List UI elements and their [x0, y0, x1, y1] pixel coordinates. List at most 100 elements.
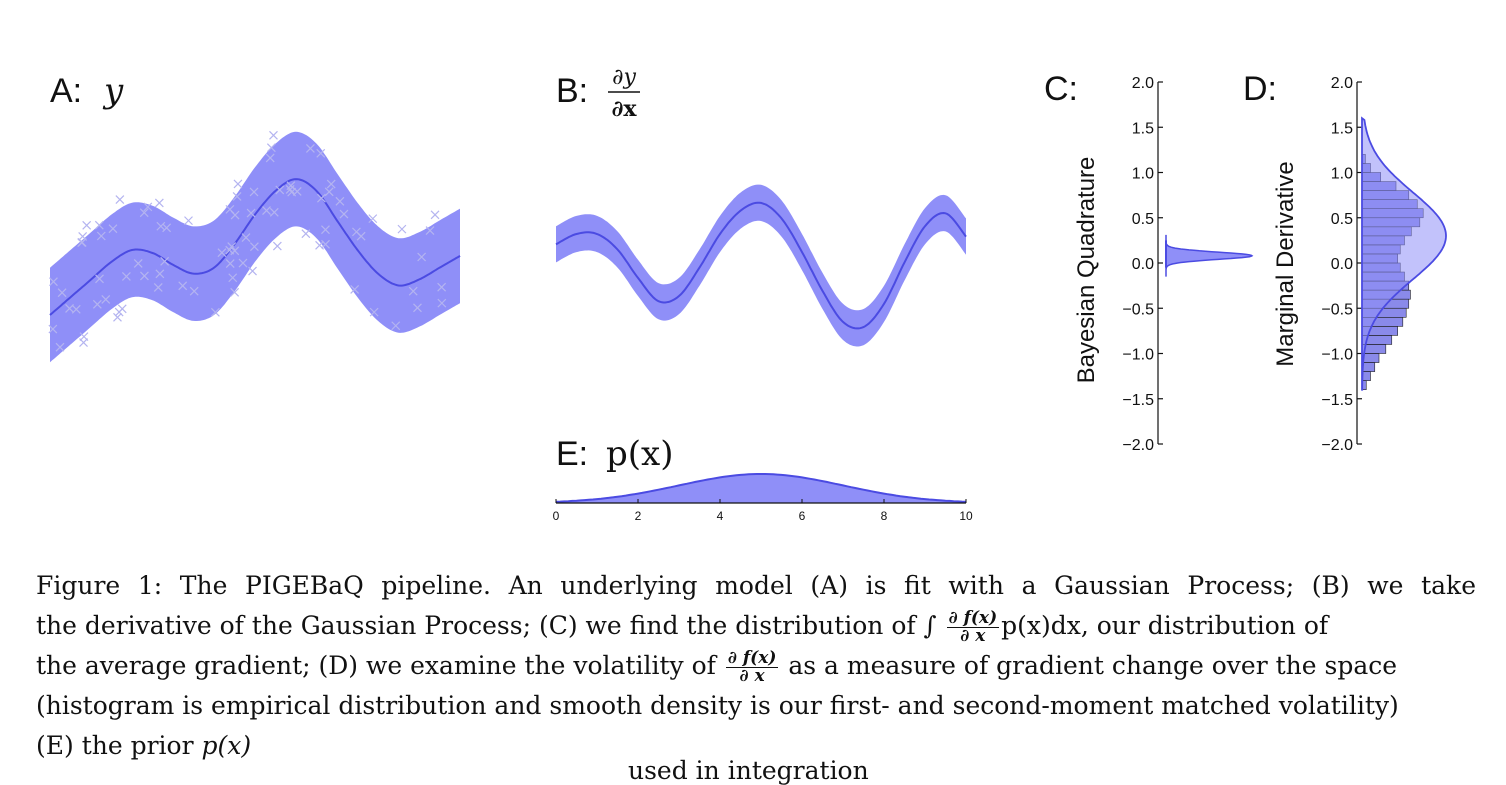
- panel-a-scatter-point: [143, 202, 153, 212]
- panel-d-ytick-label: 0.0: [1331, 256, 1353, 273]
- caption-line-2b: p(x)dx, our distribution of: [1001, 611, 1329, 640]
- panel-a-scatter-point: [232, 191, 242, 201]
- panel-a-scatter-point: [369, 307, 379, 317]
- panel-a-scatter-point: [430, 210, 440, 220]
- panel-a-title: A: y: [50, 71, 124, 111]
- panel-a-scatter-point: [352, 227, 361, 237]
- caption-line-3b: as a measure of gradient change over the…: [788, 651, 1398, 680]
- caption-frac-1: ∂ f(x) ∂ x: [946, 608, 1000, 646]
- panel-a-scatter-point: [339, 209, 349, 219]
- panel-a-scatter-point: [225, 259, 235, 268]
- panel-a-scatter-point: [417, 252, 427, 262]
- panel-e-math: p(x): [606, 434, 673, 474]
- panel-a-scatter-point: [48, 324, 58, 334]
- panel-d-ytick-label: −1.5: [1321, 392, 1353, 409]
- panel-d-ylabel: Marginal Derivative: [1272, 161, 1299, 366]
- panel-d-ytick-label: 0.5: [1331, 211, 1353, 228]
- panel-c-ytick-label: −0.5: [1122, 301, 1154, 318]
- panel-b-math-num: ∂y: [612, 65, 636, 90]
- panel-a-scatter-point: [266, 143, 276, 153]
- panel-a-scatter-point: [316, 193, 326, 203]
- panel-a-scatter-point: [408, 286, 418, 296]
- panel-e-density-fill: [556, 474, 966, 503]
- panel-a-scatter-point: [269, 207, 279, 217]
- panel-a-scatter-point: [57, 288, 67, 298]
- panel-a-scatter-point: [228, 273, 238, 283]
- panel-a-scatter-point: [249, 187, 259, 197]
- panel-d-ytick-label: 1.0: [1331, 166, 1353, 183]
- caption-line-5: (E) the prior p(x): [36, 731, 252, 760]
- panel-e-xtick-label: 8: [881, 509, 888, 523]
- panel-a-plot: [48, 130, 461, 363]
- panel-a-mean-line: [49, 178, 461, 316]
- panel-a-scatter-point: [230, 210, 240, 220]
- panel-a-scatter-point: [156, 221, 166, 231]
- panel-a-scatter-point: [108, 224, 118, 234]
- panel-d-ytick-label: −2.0: [1321, 437, 1353, 454]
- panel-a-scatter-point: [437, 298, 447, 308]
- caption-line-3: the average gradient; (D) we examine the…: [36, 646, 1476, 686]
- panel-d-ytick-label: 1.5: [1331, 120, 1353, 137]
- panel-a-scatter-point: [139, 208, 149, 218]
- panel-a-scatter-point: [272, 241, 282, 251]
- panel-a-scatter-point: [413, 303, 422, 313]
- panel-b-title: B: ∂y ∂x: [556, 65, 640, 122]
- panel-a-scatter-point: [140, 271, 149, 281]
- panel-a-scatter-point: [155, 269, 165, 279]
- panel-a-scatter-point: [121, 271, 131, 281]
- panel-a-scatter-point: [233, 179, 243, 189]
- panel-c-ytick-label: −2.0: [1122, 437, 1154, 454]
- panel-c-ytick-label: 0.0: [1132, 256, 1154, 273]
- figure-caption: Figure 1: The PIGEBaQ pipeline. An under…: [36, 566, 1476, 766]
- panel-a-scatter-point: [335, 196, 345, 206]
- panel-c-ytick-label: −1.0: [1122, 347, 1154, 364]
- panel-a-math: y: [102, 71, 124, 111]
- panel-a-scatter-point: [321, 225, 330, 235]
- panel-c-ytick-label: −1.5: [1122, 392, 1154, 409]
- panel-a-scatter-point: [316, 148, 326, 158]
- panel-b-math-den: ∂x: [612, 96, 638, 122]
- panel-a-scatter-point: [133, 259, 143, 268]
- panel-a-scatter-point: [248, 266, 257, 276]
- panel-a-scatter-point: [189, 286, 199, 296]
- panel-e-xtick-label: 6: [799, 509, 806, 523]
- caption-line-2a: the derivative of the Gaussian Process; …: [36, 611, 937, 640]
- panel-a-scatter-point: [397, 224, 407, 234]
- panel-a-scatter-point: [95, 274, 104, 284]
- panel-d-density: [1361, 116, 1447, 391]
- panel-e-title: E: p(x): [556, 434, 673, 474]
- panel-e-plot: 0 2 4 6 8 10: [553, 473, 973, 523]
- panel-a-scatter-point: [265, 153, 275, 163]
- panel-a-scatter-point: [71, 304, 81, 314]
- figure: A: y B: ∂y ∂x C: D: E: p(x) Bayesian Qua…: [48, 65, 1447, 523]
- panel-a-scatter-point: [114, 307, 124, 317]
- panel-a-scatter-point: [77, 238, 87, 248]
- panel-a-scatter-point: [178, 281, 188, 291]
- panel-d-ytick-label: −1.0: [1321, 347, 1353, 364]
- caption-cutoff-text: used in integration: [628, 756, 869, 785]
- panel-a-scatter-point: [94, 220, 104, 230]
- panel-a-scatter-point: [55, 342, 65, 352]
- panel-a-scatter-point: [249, 242, 259, 252]
- panel-c-ytick-label: 0.5: [1132, 211, 1154, 228]
- panel-e-density-line: [555, 473, 967, 503]
- caption-line-1: Figure 1: The PIGEBaQ pipeline. An under…: [36, 571, 1476, 600]
- panel-d-title: D:: [1243, 70, 1277, 108]
- panel-a-scatter-point: [217, 248, 227, 258]
- panel-a-scatter-point: [230, 287, 240, 297]
- panel-e-letter: E:: [556, 435, 588, 473]
- panel-a-scatter-point: [425, 226, 435, 236]
- panel-a-scatter-point: [210, 307, 220, 317]
- panel-c-density: [1165, 234, 1254, 277]
- panel-a-scatter-point: [269, 130, 278, 140]
- panel-a-scatter-point: [262, 206, 271, 215]
- panel-b-letter: B:: [556, 72, 588, 110]
- panel-a-scatter-point: [301, 229, 311, 239]
- panel-a-scatter-point: [113, 312, 122, 322]
- panel-a-scatter-point: [437, 282, 447, 292]
- panel-e-xtick-label: 10: [959, 509, 973, 523]
- panel-c-plot: 2.0 1.5 1.0 0.5 0.0 −0.5 −1.0 −1.5 −2.0: [1122, 75, 1254, 454]
- caption-line-2: the derivative of the Gaussian Process; …: [36, 606, 1476, 646]
- panel-c-ytick-label: 1.5: [1132, 120, 1154, 137]
- panel-a-scatter-point: [153, 282, 163, 292]
